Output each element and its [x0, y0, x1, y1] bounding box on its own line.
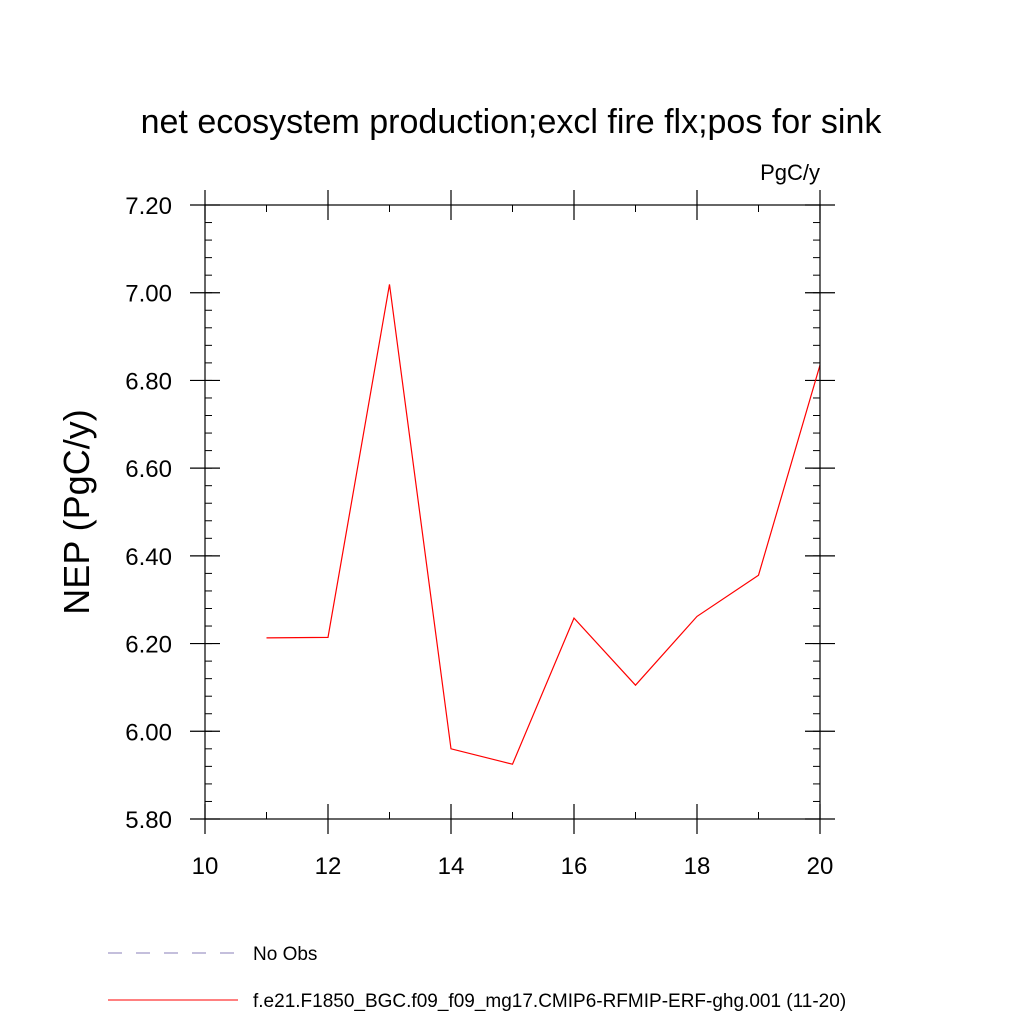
x-tick-label: 12: [315, 853, 342, 880]
y-tick-label: 6.00: [125, 719, 172, 746]
x-tick-label: 20: [807, 853, 834, 880]
minor-ticks: [204, 204, 821, 820]
x-tick-label: 10: [192, 853, 219, 880]
legend-label: No Obs: [253, 944, 317, 965]
x-tick-label: 16: [561, 853, 588, 880]
y-tick-label: 7.00: [125, 281, 172, 308]
x-tick-labels: 10 12 14 16 18 20: [192, 853, 834, 880]
y-tick-label: 6.80: [125, 368, 172, 395]
y-tick-label: 6.40: [125, 544, 172, 571]
plot-frame: [204, 204, 821, 820]
legend: No Obs f.e21.F1850_BGC.f09_f09_mg17.CMIP6…: [108, 944, 846, 1012]
series-line: [266, 284, 821, 765]
x-tick-label: 14: [438, 853, 465, 880]
x-tick-label: 18: [684, 853, 711, 880]
y-tick-labels: 5.80 6.00 6.20 6.40 6.60 6.80 7.00 7.20: [125, 193, 172, 834]
major-ticks: [190, 190, 835, 834]
legend-label: f.e21.F1850_BGC.f09_f09_mg17.CMIP6-RFMIP…: [253, 991, 846, 1012]
y-axis-label: NEP (PgC/y): [56, 409, 97, 614]
y-tick-label: 6.20: [125, 632, 172, 659]
y-tick-label: 6.60: [125, 456, 172, 483]
chart-title: net ecosystem production;excl fire flx;p…: [141, 103, 883, 141]
units-label: PgC/y: [760, 160, 820, 185]
series-layer: [266, 284, 821, 765]
y-tick-label: 7.20: [125, 193, 172, 220]
y-tick-label: 5.80: [125, 807, 172, 834]
